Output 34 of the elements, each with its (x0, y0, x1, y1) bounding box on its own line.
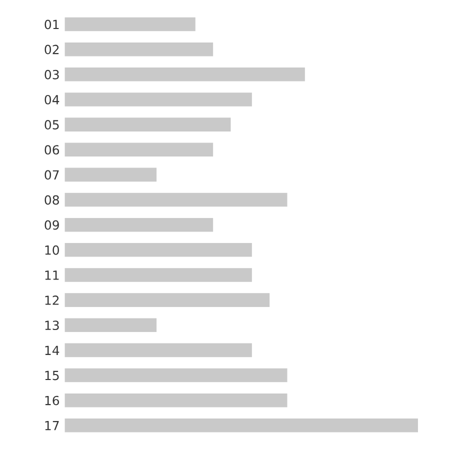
bar (64, 268, 252, 282)
bar (64, 243, 252, 257)
y-tick-label: 11 (45, 270, 59, 280)
bar (64, 92, 252, 106)
bar (64, 293, 270, 307)
bar (64, 142, 214, 157)
y-tick-label: 12 (45, 296, 59, 305)
y-tick-label: 09 (44, 220, 59, 230)
bar (64, 393, 288, 408)
bar (64, 418, 418, 432)
y-tick-label: 06 (44, 145, 60, 155)
y-tick-label: 15 (45, 370, 59, 380)
y-tick-label: 13 (45, 320, 59, 330)
y-tick-label: 07 (44, 170, 59, 180)
bar (64, 168, 157, 182)
y-tick-label: 14 (45, 346, 60, 355)
bar (64, 218, 214, 232)
y-tick-label: 08 (44, 195, 59, 205)
y-tick-label: 05 (44, 120, 59, 130)
bar (64, 118, 231, 132)
bar (64, 318, 157, 332)
bar (64, 368, 288, 382)
y-tick-label: 10 (45, 245, 59, 255)
bar (64, 68, 305, 82)
y-tick-label: 04 (44, 94, 60, 104)
y-tick-label: 02 (44, 44, 59, 54)
y-tick-label: 17 (45, 421, 59, 430)
bar (64, 42, 214, 56)
bar (64, 192, 288, 207)
bar (64, 343, 252, 358)
y-tick-label: 16 (45, 396, 60, 406)
y-tick-label: 01 (44, 20, 59, 30)
bar (64, 17, 196, 32)
y-tick-label: 03 (44, 70, 59, 80)
